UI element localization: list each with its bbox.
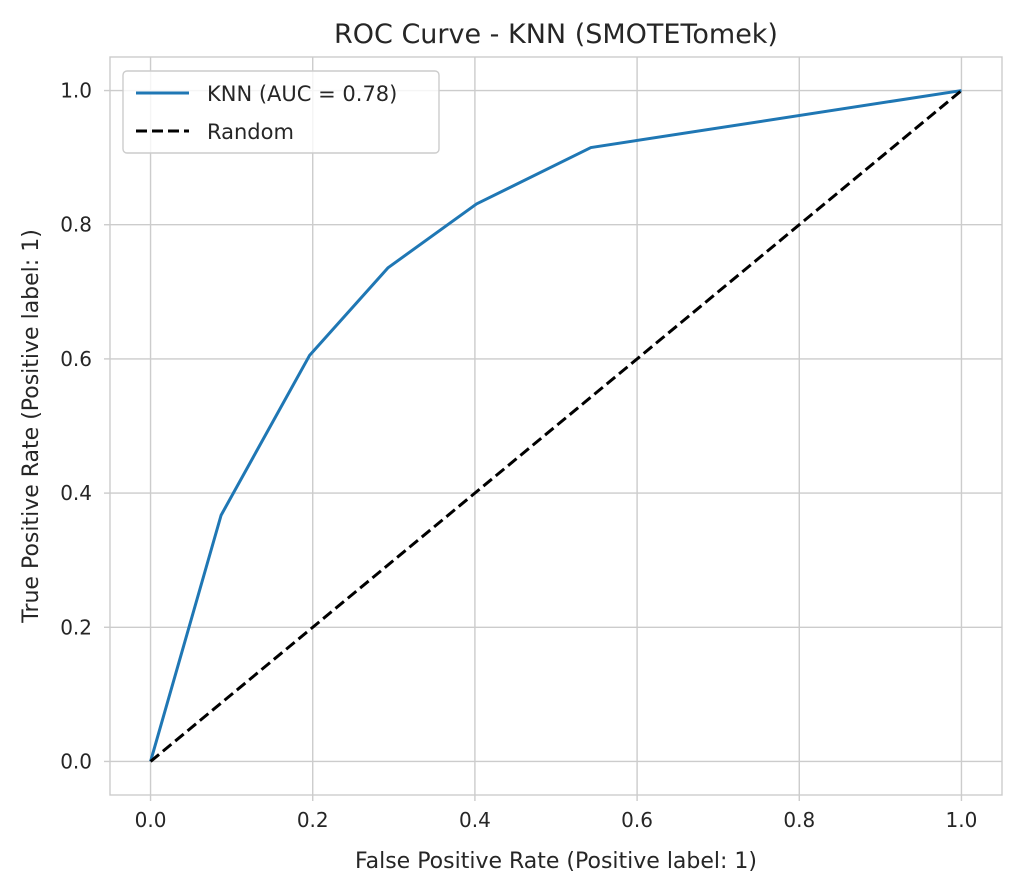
legend-label-knn: KNN (AUC = 0.78)	[207, 82, 397, 106]
y-axis-label: True Positive Rate (Positive label: 1)	[19, 229, 44, 624]
x-tick-label: 0.6	[621, 808, 653, 832]
y-tick-label: 0.0	[60, 749, 92, 773]
y-tick-label: 0.6	[60, 347, 92, 371]
legend: KNN (AUC = 0.78) Random	[122, 70, 440, 154]
x-axis-label: False Positive Rate (Positive label: 1)	[355, 849, 757, 874]
legend-box	[122, 70, 440, 154]
legend-label-random: Random	[207, 120, 294, 144]
series-line-knn	[149, 89, 962, 762]
x-tick-label: 0.2	[297, 808, 329, 832]
x-tick-label: 0.8	[783, 808, 815, 832]
x-tick-label: 0.4	[459, 808, 491, 832]
y-tick-label: 0.8	[60, 213, 92, 237]
y-tick-label: 0.4	[60, 481, 92, 505]
chart-title: ROC Curve - KNN (SMOTETomek)	[334, 19, 778, 50]
x-tick-label: 0.0	[135, 808, 167, 832]
y-tick-label: 0.2	[60, 615, 92, 639]
x-tick-label: 1.0	[946, 808, 978, 832]
axis-ticks: 0.0 0.2 0.4 0.6 0.8 1.0 0.0 0.2 0.4 0.6 0.8 1.0	[60, 79, 977, 832]
series-layer	[149, 89, 963, 763]
y-tick-label: 1.0	[60, 79, 92, 103]
plot-frame	[109, 56, 1003, 796]
